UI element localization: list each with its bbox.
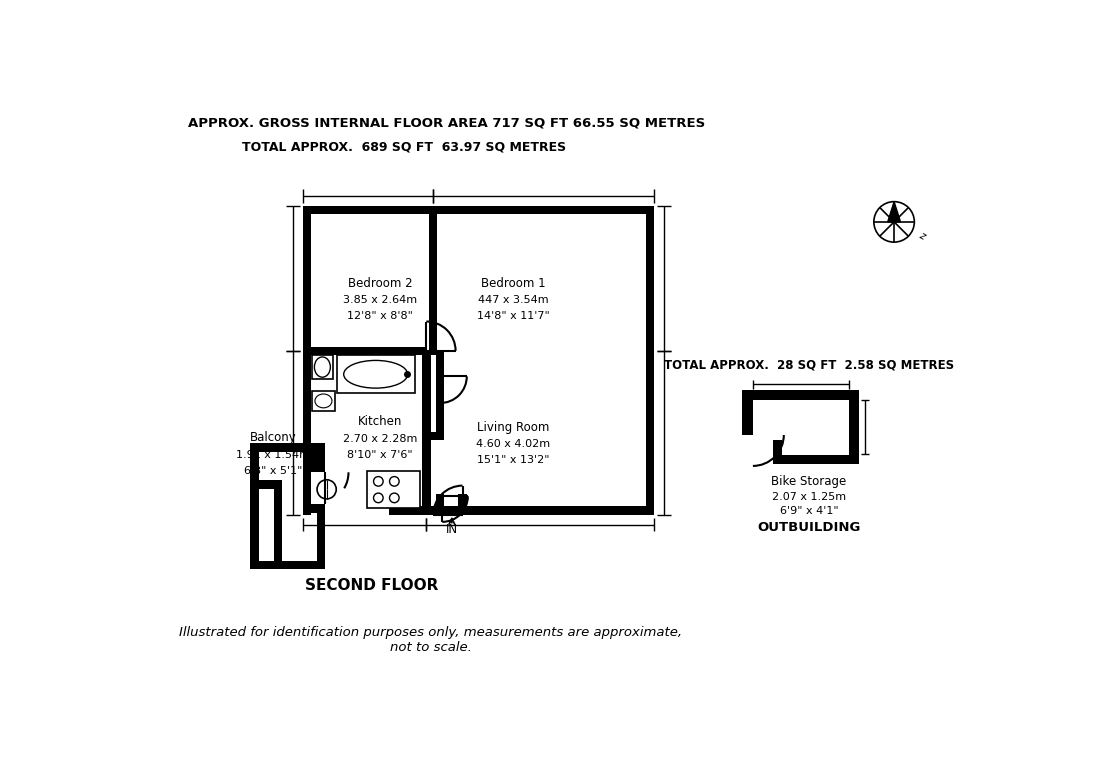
Bar: [251, 443, 326, 451]
Bar: [251, 443, 258, 570]
Text: 4.60 x 4.02m: 4.60 x 4.02m: [476, 439, 550, 449]
Text: 3.85 x 2.64m: 3.85 x 2.64m: [343, 295, 417, 305]
Bar: [429, 206, 438, 351]
Bar: [742, 435, 752, 465]
Bar: [251, 561, 326, 570]
Text: 12'8" x 8'8": 12'8" x 8'8": [346, 312, 412, 321]
Bar: [302, 347, 427, 355]
Bar: [742, 390, 859, 465]
Text: APPROX. GROSS INTERNAL FLOOR AREA 717 SQ FT 66.55 SQ METRES: APPROX. GROSS INTERNAL FLOOR AREA 717 SQ…: [188, 117, 705, 130]
Bar: [312, 355, 332, 379]
Text: Living Room: Living Room: [477, 420, 549, 434]
Bar: [251, 443, 311, 451]
Bar: [436, 351, 444, 436]
Bar: [459, 493, 466, 515]
Bar: [422, 351, 430, 436]
Bar: [311, 214, 429, 347]
Bar: [311, 214, 646, 507]
Text: 6'9" x 4'1": 6'9" x 4'1": [780, 506, 838, 516]
Bar: [302, 206, 311, 515]
Text: SECOND FLOOR: SECOND FLOOR: [306, 578, 439, 593]
Text: IN: IN: [446, 524, 458, 536]
Bar: [258, 480, 283, 489]
Bar: [422, 432, 430, 515]
Bar: [422, 432, 444, 441]
Bar: [311, 496, 317, 504]
Bar: [752, 400, 849, 465]
Bar: [429, 206, 438, 351]
Text: TOTAL APPROX.  689 SQ FT  63.97 SQ METRES: TOTAL APPROX. 689 SQ FT 63.97 SQ METRES: [242, 141, 566, 154]
Bar: [317, 504, 326, 570]
Bar: [422, 436, 430, 515]
Text: Balcony: Balcony: [250, 431, 297, 444]
Bar: [311, 214, 381, 507]
Text: 2.70 x 2.28m: 2.70 x 2.28m: [343, 434, 417, 444]
Bar: [311, 504, 317, 513]
Text: Bike Storage: Bike Storage: [771, 476, 847, 489]
Bar: [429, 206, 438, 351]
Text: Illustrated for identification purposes only, measurements are approximate,
not : Illustrated for identification purposes …: [179, 626, 682, 654]
Bar: [436, 493, 444, 515]
Text: 1.91 x 1.54m: 1.91 x 1.54m: [236, 450, 310, 460]
Bar: [302, 206, 654, 214]
Text: TOTAL APPROX.  28 SQ FT  2.58 SQ METRES: TOTAL APPROX. 28 SQ FT 2.58 SQ METRES: [663, 358, 954, 371]
Bar: [646, 206, 654, 515]
Bar: [427, 432, 440, 441]
Bar: [317, 443, 326, 472]
Bar: [438, 214, 646, 347]
Bar: [436, 493, 444, 515]
Bar: [274, 480, 283, 561]
Bar: [773, 455, 849, 465]
Ellipse shape: [315, 394, 332, 408]
Bar: [311, 355, 422, 507]
Bar: [430, 355, 436, 432]
Bar: [444, 493, 459, 507]
Bar: [389, 507, 654, 515]
Bar: [311, 443, 317, 472]
Bar: [422, 351, 430, 436]
Ellipse shape: [343, 361, 408, 388]
Text: 8'10" x 7'6": 8'10" x 7'6": [348, 450, 412, 460]
Bar: [258, 451, 317, 561]
Bar: [440, 507, 466, 515]
Text: 447 x 3.54m: 447 x 3.54m: [477, 295, 549, 305]
Bar: [317, 443, 326, 472]
Bar: [274, 480, 283, 561]
Text: 2.07 x 1.25m: 2.07 x 1.25m: [772, 492, 846, 502]
Bar: [302, 347, 427, 355]
Text: z: z: [917, 230, 926, 242]
Bar: [429, 214, 438, 355]
Bar: [251, 561, 326, 570]
Bar: [773, 441, 782, 455]
Bar: [251, 443, 258, 570]
Bar: [389, 507, 654, 515]
Bar: [302, 206, 311, 515]
Bar: [258, 451, 274, 480]
Bar: [646, 206, 654, 515]
Polygon shape: [888, 202, 901, 222]
Bar: [317, 504, 326, 570]
Bar: [440, 507, 462, 515]
Bar: [302, 206, 654, 214]
Bar: [459, 493, 466, 515]
Bar: [258, 451, 317, 561]
Text: 14'8" x 11'7": 14'8" x 11'7": [476, 312, 550, 321]
Bar: [338, 355, 415, 393]
Text: OUTBUILDING: OUTBUILDING: [757, 521, 860, 535]
Bar: [311, 443, 317, 472]
Text: 15'1" x 13'2": 15'1" x 13'2": [477, 455, 549, 465]
Text: Bedroom 1: Bedroom 1: [481, 277, 546, 290]
Bar: [436, 351, 444, 436]
Text: Kitchen: Kitchen: [358, 415, 403, 428]
Text: Bedroom 2: Bedroom 2: [348, 277, 412, 290]
Text: 6'3" x 5'1": 6'3" x 5'1": [244, 465, 303, 476]
Bar: [366, 471, 420, 508]
Bar: [258, 480, 283, 489]
Bar: [444, 355, 646, 507]
Bar: [312, 391, 334, 411]
Ellipse shape: [315, 357, 330, 377]
